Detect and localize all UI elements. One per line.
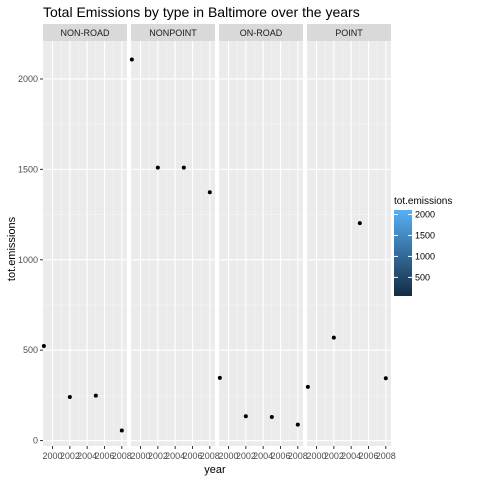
x-tick-label: 2000 <box>219 451 239 461</box>
y-tick-label: 1500 <box>18 164 38 174</box>
data-point <box>243 414 248 419</box>
chart-title: Total Emissions by type in Baltimore ove… <box>43 4 360 20</box>
x-tick-label: 2004 <box>77 451 97 461</box>
data-point <box>295 422 300 427</box>
data-point <box>67 395 72 400</box>
x-axis-title: year <box>204 464 226 476</box>
facet-point: POINT <box>305 24 391 446</box>
facet-strip-label: ON-ROAD <box>240 28 283 38</box>
panel-background <box>307 41 391 446</box>
x-tick-label: 2000 <box>307 451 327 461</box>
x-tick-label: 2006 <box>182 451 202 461</box>
x-tick-label: 2002 <box>236 451 256 461</box>
y-tick-label: 1000 <box>18 255 38 265</box>
panel-background <box>219 41 303 446</box>
x-tick-label: 2004 <box>341 451 361 461</box>
data-point <box>305 384 310 389</box>
data-point <box>269 414 274 419</box>
legend-colorbar <box>394 210 412 296</box>
facet-nonpoint: NONPOINT <box>129 24 215 446</box>
legend-break-label: 2000 <box>415 210 435 220</box>
data-point <box>93 393 98 398</box>
data-point <box>217 375 222 380</box>
x-axis: 2000200220042006200820002002200420062008… <box>43 446 396 461</box>
facet-strip <box>43 24 127 41</box>
x-tick-label: 2002 <box>148 451 168 461</box>
facet-strip-label: POINT <box>335 28 363 38</box>
x-tick-label: 2002 <box>60 451 80 461</box>
facet-strip <box>219 24 303 41</box>
data-point <box>155 165 160 170</box>
facet-strip <box>307 24 391 41</box>
data-point <box>129 57 134 62</box>
x-tick-label: 2004 <box>253 451 273 461</box>
x-tick-label: 2004 <box>165 451 185 461</box>
color-legend: tot.emissions 500 1000 1500 2000 <box>394 196 452 296</box>
facet-strip-label: NONPOINT <box>149 28 197 38</box>
x-tick-label: 2008 <box>376 451 396 461</box>
data-point <box>119 428 124 433</box>
panel-background <box>131 41 215 446</box>
x-tick-label: 2008 <box>200 451 220 461</box>
x-tick-label: 2006 <box>358 451 378 461</box>
y-axis-title: tot.emissions <box>6 216 18 281</box>
facet-non-road: NON-ROAD <box>41 24 127 446</box>
legend-break-label: 1500 <box>415 230 435 240</box>
x-tick-label: 2000 <box>131 451 151 461</box>
data-point <box>41 344 46 349</box>
legend-title: tot.emissions <box>394 196 452 207</box>
facet-panels: NON-ROAD NONPOINT ON-ROAD POINT <box>41 24 391 446</box>
y-tick-label: 500 <box>23 345 38 355</box>
x-tick-label: 2002 <box>324 451 344 461</box>
panel-background <box>43 41 127 446</box>
data-point <box>383 376 388 381</box>
y-tick-label: 2000 <box>18 74 38 84</box>
x-tick-label: 2006 <box>94 451 114 461</box>
x-tick-label: 2006 <box>270 451 290 461</box>
x-tick-label: 2008 <box>288 451 308 461</box>
x-tick-label: 2000 <box>43 451 63 461</box>
x-tick-label: 2008 <box>112 451 132 461</box>
data-point <box>357 221 362 226</box>
legend-break-label: 500 <box>415 272 430 282</box>
facet-on-road: ON-ROAD <box>217 24 303 446</box>
data-point <box>331 335 336 340</box>
facet-strip-label: NON-ROAD <box>61 28 110 38</box>
data-point <box>181 165 186 170</box>
data-point <box>207 190 212 195</box>
y-axis: 0 500 1000 1500 2000 <box>18 74 43 446</box>
facet-strip <box>131 24 215 41</box>
y-tick-label: 0 <box>33 436 38 446</box>
legend-break-label: 1000 <box>415 251 435 261</box>
